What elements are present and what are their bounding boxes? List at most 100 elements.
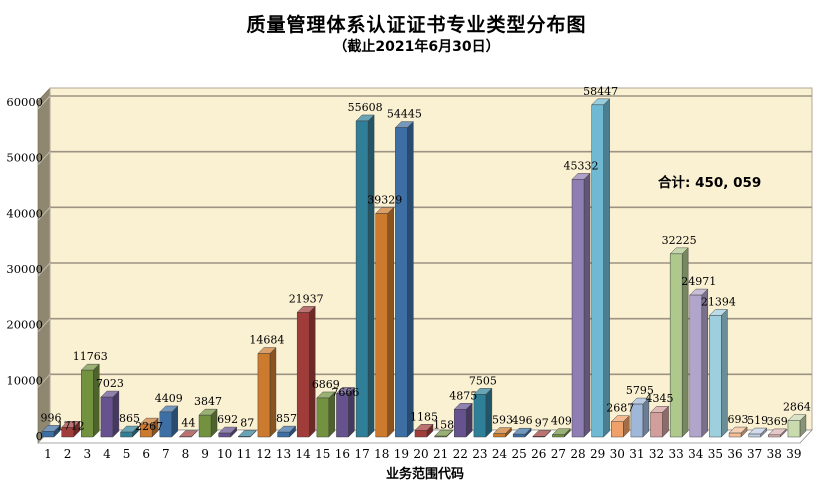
value-label: 519	[747, 414, 768, 427]
value-label: 45332	[564, 159, 599, 172]
bar-20	[414, 423, 434, 438]
value-label: 2687	[606, 402, 634, 415]
axis-tick	[37, 318, 51, 333]
bar-3	[80, 363, 100, 438]
value-label: 21937	[289, 292, 324, 305]
value-label: 6869	[312, 378, 340, 391]
bar-6	[139, 417, 159, 438]
bar-4	[100, 390, 120, 438]
y-tick-label: 20000	[6, 318, 43, 332]
x-tick-label: 9	[201, 447, 209, 461]
x-tick-label: 8	[182, 447, 190, 461]
bar-35	[708, 308, 728, 438]
x-tick-label: 38	[767, 447, 782, 461]
value-label: 4409	[155, 392, 183, 405]
value-label: 55608	[348, 101, 383, 114]
value-label: 996	[41, 411, 62, 424]
bar-19	[394, 121, 414, 438]
y-tick-label: 50000	[6, 151, 43, 165]
x-tick-label: 26	[531, 447, 546, 461]
x-tick-label: 18	[374, 447, 389, 461]
x-tick-label: 34	[688, 447, 704, 461]
y-tick-label: 10000	[6, 373, 43, 387]
axis-tick	[37, 151, 51, 166]
bar-38	[767, 428, 787, 438]
bar-11	[237, 429, 257, 438]
x-tick-label: 12	[256, 447, 271, 461]
x-tick-label: 35	[708, 447, 723, 461]
x-tick-label: 16	[335, 447, 350, 461]
axis-tick	[37, 206, 51, 221]
bar-39	[787, 414, 807, 438]
value-label: 4875	[449, 389, 477, 402]
x-tick-label: 6	[142, 447, 150, 461]
value-label: 39329	[367, 193, 402, 206]
x-tick-label: 19	[394, 447, 409, 461]
chart-title: 质量管理体系认证证书专业类型分布图	[246, 14, 587, 36]
value-label: 1185	[410, 410, 438, 423]
x-tick-label: 17	[354, 447, 369, 461]
chart-subtitle: （截止2021年6月30日）	[333, 39, 500, 55]
x-tick-label: 14	[296, 447, 312, 461]
value-label: 593	[492, 414, 513, 427]
x-tick-label: 7	[162, 447, 170, 461]
x-tick-label: 1	[44, 447, 52, 461]
y-tick-label: 30000	[6, 262, 43, 276]
axis-tick	[37, 262, 51, 277]
value-label: 409	[551, 415, 572, 428]
axis-tick	[37, 373, 51, 388]
bar-5	[119, 425, 140, 438]
x-tick-label: 3	[83, 447, 91, 461]
value-label: 21394	[701, 295, 736, 308]
total-annotation: 合计: 450, 059	[658, 175, 762, 191]
x-tick-label: 10	[217, 447, 232, 461]
x-tick-label: 23	[472, 447, 487, 461]
x-tick-label: 11	[237, 447, 252, 461]
bar-17	[355, 114, 375, 438]
bar-12	[257, 347, 277, 438]
x-axis-title: 业务范围代码	[385, 467, 464, 482]
x-tick-label: 37	[747, 447, 762, 461]
bar-33	[669, 247, 689, 438]
bar-15	[316, 391, 336, 438]
value-label: 7023	[96, 377, 124, 390]
x-tick-label: 5	[123, 447, 131, 461]
bar-34	[689, 288, 709, 438]
value-label: 865	[119, 412, 140, 425]
value-label: 97	[535, 416, 549, 429]
y-tick-label: 0	[36, 429, 43, 443]
bar-36	[728, 426, 748, 438]
value-label: 54445	[387, 108, 422, 121]
x-tick-label: 39	[786, 447, 801, 461]
bar-21	[434, 429, 454, 438]
bar-30	[610, 415, 630, 438]
value-label: 1712	[57, 419, 85, 432]
value-label: 24971	[681, 275, 716, 288]
x-tick-label: 29	[590, 447, 605, 461]
bar-14	[296, 305, 316, 438]
x-tick-label: 2	[64, 447, 72, 461]
bar-37	[748, 427, 768, 438]
value-label: 58447	[583, 85, 618, 98]
x-tick-label: 13	[276, 447, 291, 461]
bar-31	[630, 397, 650, 438]
bar-27	[551, 428, 571, 438]
value-label: 496	[512, 414, 533, 427]
x-tick-label: 33	[669, 447, 684, 461]
bar-28	[571, 172, 591, 438]
x-tick-label: 36	[727, 447, 742, 461]
x-tick-label: 15	[315, 447, 330, 461]
bar-25	[512, 427, 532, 438]
bar-18	[375, 206, 395, 438]
x-tick-label: 31	[629, 447, 644, 461]
x-tick-label: 27	[551, 447, 566, 461]
y-tick-label: 60000	[6, 95, 43, 109]
bar-10	[218, 426, 238, 438]
value-label: 692	[217, 413, 238, 426]
bar-7	[159, 405, 179, 438]
x-tick-label: 30	[610, 447, 625, 461]
bar-22	[453, 402, 473, 438]
value-label: 14684	[249, 334, 284, 347]
value-label: 857	[276, 412, 297, 425]
value-label: 2267	[135, 420, 163, 433]
